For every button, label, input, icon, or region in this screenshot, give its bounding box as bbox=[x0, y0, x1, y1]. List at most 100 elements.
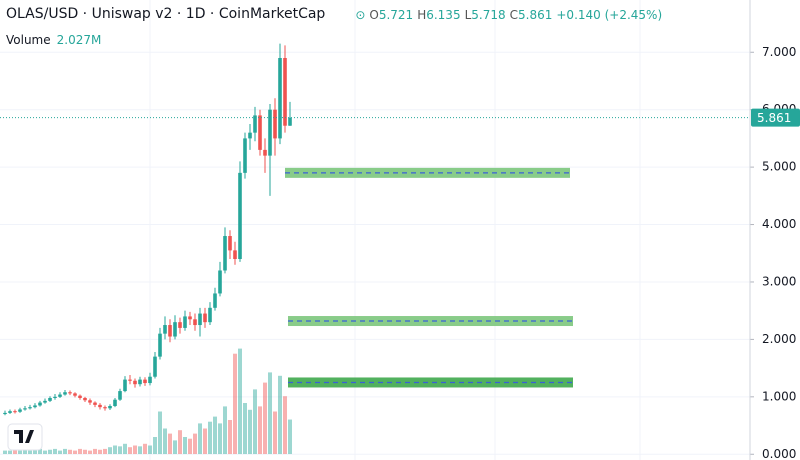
candle-body bbox=[238, 172, 242, 260]
chart-title: OLAS/USD · Uniswap v2 · 1D · CoinMarketC… bbox=[6, 6, 326, 22]
y-tick-label: 4.000 bbox=[762, 217, 796, 231]
candle-body bbox=[103, 407, 107, 409]
volume-bar bbox=[8, 450, 12, 454]
last-price-box bbox=[751, 108, 800, 127]
candle-body bbox=[168, 325, 172, 337]
candle-body bbox=[283, 58, 287, 126]
candle-body bbox=[263, 149, 267, 156]
zone-band bbox=[288, 316, 573, 327]
volume-bar bbox=[143, 443, 147, 454]
volume-bar bbox=[248, 409, 252, 454]
candle-body bbox=[188, 316, 192, 320]
volume-bar bbox=[58, 450, 62, 454]
volume-bar bbox=[68, 449, 72, 454]
volume-bar bbox=[13, 449, 17, 454]
y-tick-label: 7.000 bbox=[762, 45, 796, 59]
volume-bar bbox=[218, 423, 222, 454]
candle-body bbox=[73, 393, 77, 396]
candle-body bbox=[288, 117, 292, 126]
ohlc-value: 5.861 bbox=[518, 8, 553, 22]
candle-body bbox=[233, 250, 237, 260]
candle-body bbox=[248, 132, 252, 139]
candle-body bbox=[178, 322, 182, 328]
volume-bar bbox=[263, 382, 267, 454]
volume-bar bbox=[93, 448, 97, 454]
candle-body bbox=[143, 379, 147, 384]
candle-body bbox=[268, 109, 272, 156]
candle-body bbox=[93, 402, 97, 405]
candle-body bbox=[208, 307, 212, 323]
volume-bar bbox=[38, 448, 42, 454]
volume-bar bbox=[238, 348, 242, 454]
volume-bar bbox=[243, 403, 247, 454]
volume-bar bbox=[128, 447, 132, 454]
ohlc-letter: H bbox=[417, 8, 427, 22]
ohlc-letter: C bbox=[509, 8, 519, 22]
candle-body bbox=[8, 411, 12, 413]
volume-bar bbox=[208, 421, 212, 454]
volume-bar bbox=[148, 445, 152, 454]
candle-body bbox=[33, 405, 37, 408]
volume-bar bbox=[73, 450, 77, 454]
volume-bar bbox=[193, 433, 197, 454]
candle-body bbox=[133, 380, 137, 385]
candle-body bbox=[63, 392, 67, 395]
last-price-label: 5.861 bbox=[757, 111, 791, 125]
candle-body bbox=[38, 402, 42, 406]
volume-bar bbox=[203, 428, 207, 454]
volume-value: 2.027M bbox=[56, 33, 102, 47]
volume-bar bbox=[18, 450, 22, 454]
volume-legend: Volume 2.027M bbox=[6, 33, 101, 47]
candle-body bbox=[98, 404, 102, 408]
candle-body bbox=[58, 394, 62, 397]
volume-bar bbox=[78, 448, 82, 454]
logo-bg bbox=[7, 423, 43, 451]
candle-body bbox=[273, 109, 277, 139]
candle-body bbox=[258, 115, 262, 150]
candle-body bbox=[23, 408, 27, 410]
candle-body bbox=[108, 406, 112, 409]
ohlc-letter: O bbox=[369, 8, 379, 22]
volume-bar bbox=[258, 406, 262, 454]
volume-bar bbox=[198, 423, 202, 454]
volume-bar bbox=[213, 416, 217, 454]
candle-body bbox=[158, 333, 162, 357]
candle-body bbox=[193, 319, 197, 326]
volume-bar bbox=[253, 389, 257, 454]
candle-body bbox=[148, 376, 152, 384]
zone-band bbox=[285, 167, 570, 178]
candle-body bbox=[138, 379, 142, 385]
change-label: +0.140 (+2.45%) bbox=[556, 8, 663, 22]
ohlc-value: 6.135 bbox=[426, 8, 461, 22]
zone-band bbox=[288, 377, 573, 388]
candle-body bbox=[113, 399, 117, 407]
volume-bar bbox=[118, 446, 122, 454]
candle-body bbox=[53, 396, 57, 398]
candle-body bbox=[253, 115, 257, 133]
candle-body bbox=[123, 379, 127, 392]
volume-bar bbox=[83, 449, 87, 454]
y-tick-label: 3.000 bbox=[762, 274, 796, 288]
candle-body bbox=[163, 325, 167, 334]
candle-body bbox=[228, 236, 232, 251]
y-tick-label: 1.000 bbox=[762, 389, 796, 403]
volume-bar bbox=[268, 372, 272, 454]
volume-bar bbox=[288, 419, 292, 454]
candle-body bbox=[213, 293, 217, 308]
spacer bbox=[329, 6, 351, 22]
volume-bar bbox=[278, 375, 282, 454]
volume-bar bbox=[233, 353, 237, 454]
candle-body bbox=[83, 397, 87, 401]
candle-body bbox=[183, 316, 187, 328]
candle-body bbox=[218, 270, 222, 294]
volume-bar bbox=[23, 448, 27, 454]
volume-bar bbox=[43, 450, 47, 454]
volume-bar bbox=[113, 445, 117, 454]
volume-bar bbox=[168, 433, 172, 454]
volume-bar bbox=[163, 428, 167, 454]
status-dot: ⊙ bbox=[355, 8, 366, 22]
candle-body bbox=[118, 391, 122, 400]
candle-body bbox=[223, 236, 227, 271]
volume-bar bbox=[98, 449, 102, 454]
